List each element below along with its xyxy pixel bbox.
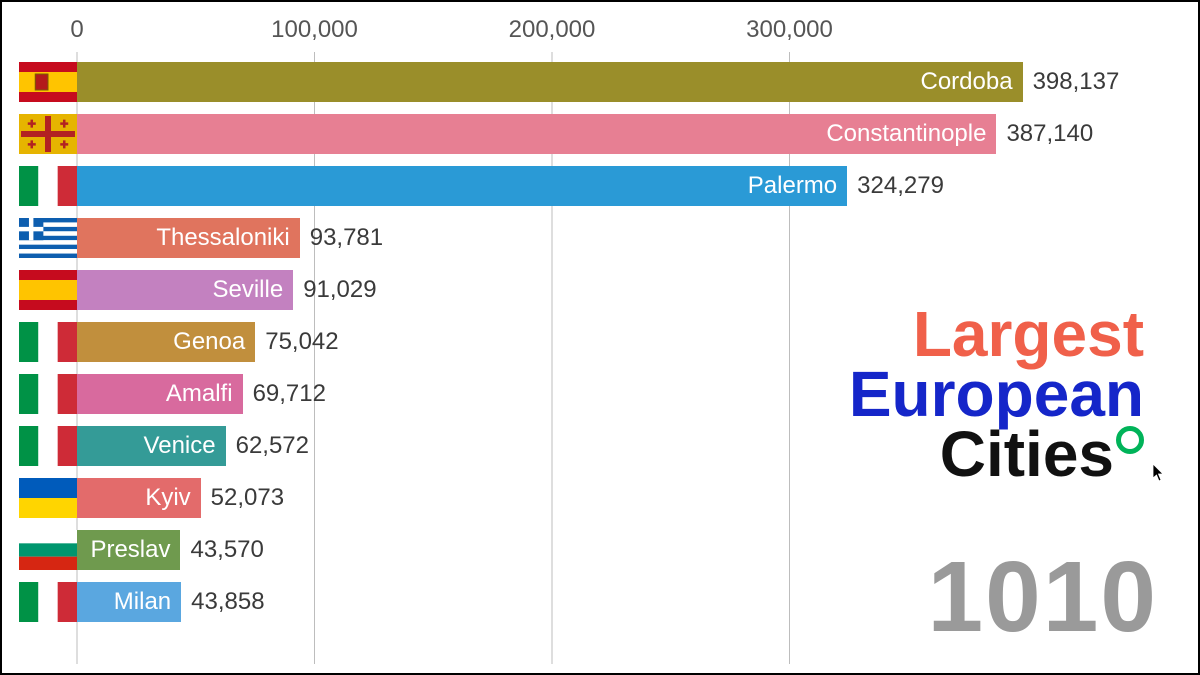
cursor-icon xyxy=(1152,464,1166,482)
x-tick-label: 200,000 xyxy=(509,16,596,44)
population-value: 62,572 xyxy=(236,432,309,460)
population-bar: Constantinople xyxy=(77,114,996,154)
city-name-label: Palermo xyxy=(748,172,837,200)
x-tick-label: 300,000 xyxy=(746,16,833,44)
flag-icon xyxy=(19,270,77,310)
city-name-label: Cordoba xyxy=(921,68,1013,96)
flag-icon xyxy=(19,166,77,206)
population-bar: Palermo xyxy=(77,166,847,206)
city-name-label: Seville xyxy=(212,276,283,304)
title-line-largest: Largest xyxy=(849,302,1144,366)
population-value: 324,279 xyxy=(857,172,944,200)
city-name-label: Constantinople xyxy=(826,120,986,148)
population-value: 52,073 xyxy=(211,484,284,512)
title-cities-text: Cities xyxy=(940,418,1114,490)
chart-frame: 0 100,000 200,000 300,000 Cordoba 398,137 Con… xyxy=(0,0,1200,675)
city-name-label: Venice xyxy=(144,432,216,460)
population-bar: Amalfi xyxy=(77,374,243,414)
population-bar: Venice xyxy=(77,426,226,466)
population-bar: Milan xyxy=(77,582,181,622)
city-name-label: Genoa xyxy=(173,328,245,356)
flag-icon xyxy=(19,582,77,622)
population-value: 43,570 xyxy=(190,536,263,564)
flag-icon xyxy=(19,426,77,466)
population-bar: Preslav xyxy=(77,530,180,570)
population-value: 91,029 xyxy=(303,276,376,304)
population-value: 387,140 xyxy=(1006,120,1093,148)
city-name-label: Kyiv xyxy=(145,484,190,512)
flag-icon xyxy=(19,322,77,362)
flag-icon xyxy=(19,114,77,154)
population-bar: Thessaloniki xyxy=(77,218,300,258)
city-name-label: Preslav xyxy=(90,536,170,564)
population-bar: Cordoba xyxy=(77,62,1023,102)
title-line-cities: Cities xyxy=(940,422,1144,486)
flag-icon xyxy=(19,530,77,570)
flag-icon xyxy=(19,218,77,258)
chart-title: Largest European Cities xyxy=(849,302,1144,486)
title-line-european: European xyxy=(849,362,1144,426)
population-bar: Genoa xyxy=(77,322,255,362)
city-name-label: Thessaloniki xyxy=(156,224,289,252)
flag-icon xyxy=(19,374,77,414)
flag-icon xyxy=(19,478,77,518)
year-display: 1010 xyxy=(928,540,1158,655)
bar-row: Palermo 324,279 xyxy=(77,160,1200,212)
x-tick-label: 0 xyxy=(70,16,83,44)
flag-icon xyxy=(19,62,77,102)
population-value: 398,137 xyxy=(1033,68,1120,96)
accent-ring-icon xyxy=(1116,426,1144,454)
bar-row: Constantinople 387,140 xyxy=(77,108,1200,160)
bar-row: Cordoba 398,137 xyxy=(77,56,1200,108)
population-value: 43,858 xyxy=(191,588,264,616)
population-bar: Kyiv xyxy=(77,478,201,518)
population-value: 69,712 xyxy=(253,380,326,408)
city-name-label: Milan xyxy=(114,588,171,616)
population-bar: Seville xyxy=(77,270,293,310)
x-tick-label: 100,000 xyxy=(271,16,358,44)
bar-row: Thessaloniki 93,781 xyxy=(77,212,1200,264)
population-value: 93,781 xyxy=(310,224,383,252)
population-value: 75,042 xyxy=(265,328,338,356)
x-axis-labels: 0 100,000 200,000 300,000 xyxy=(2,2,1198,56)
city-name-label: Amalfi xyxy=(166,380,233,408)
